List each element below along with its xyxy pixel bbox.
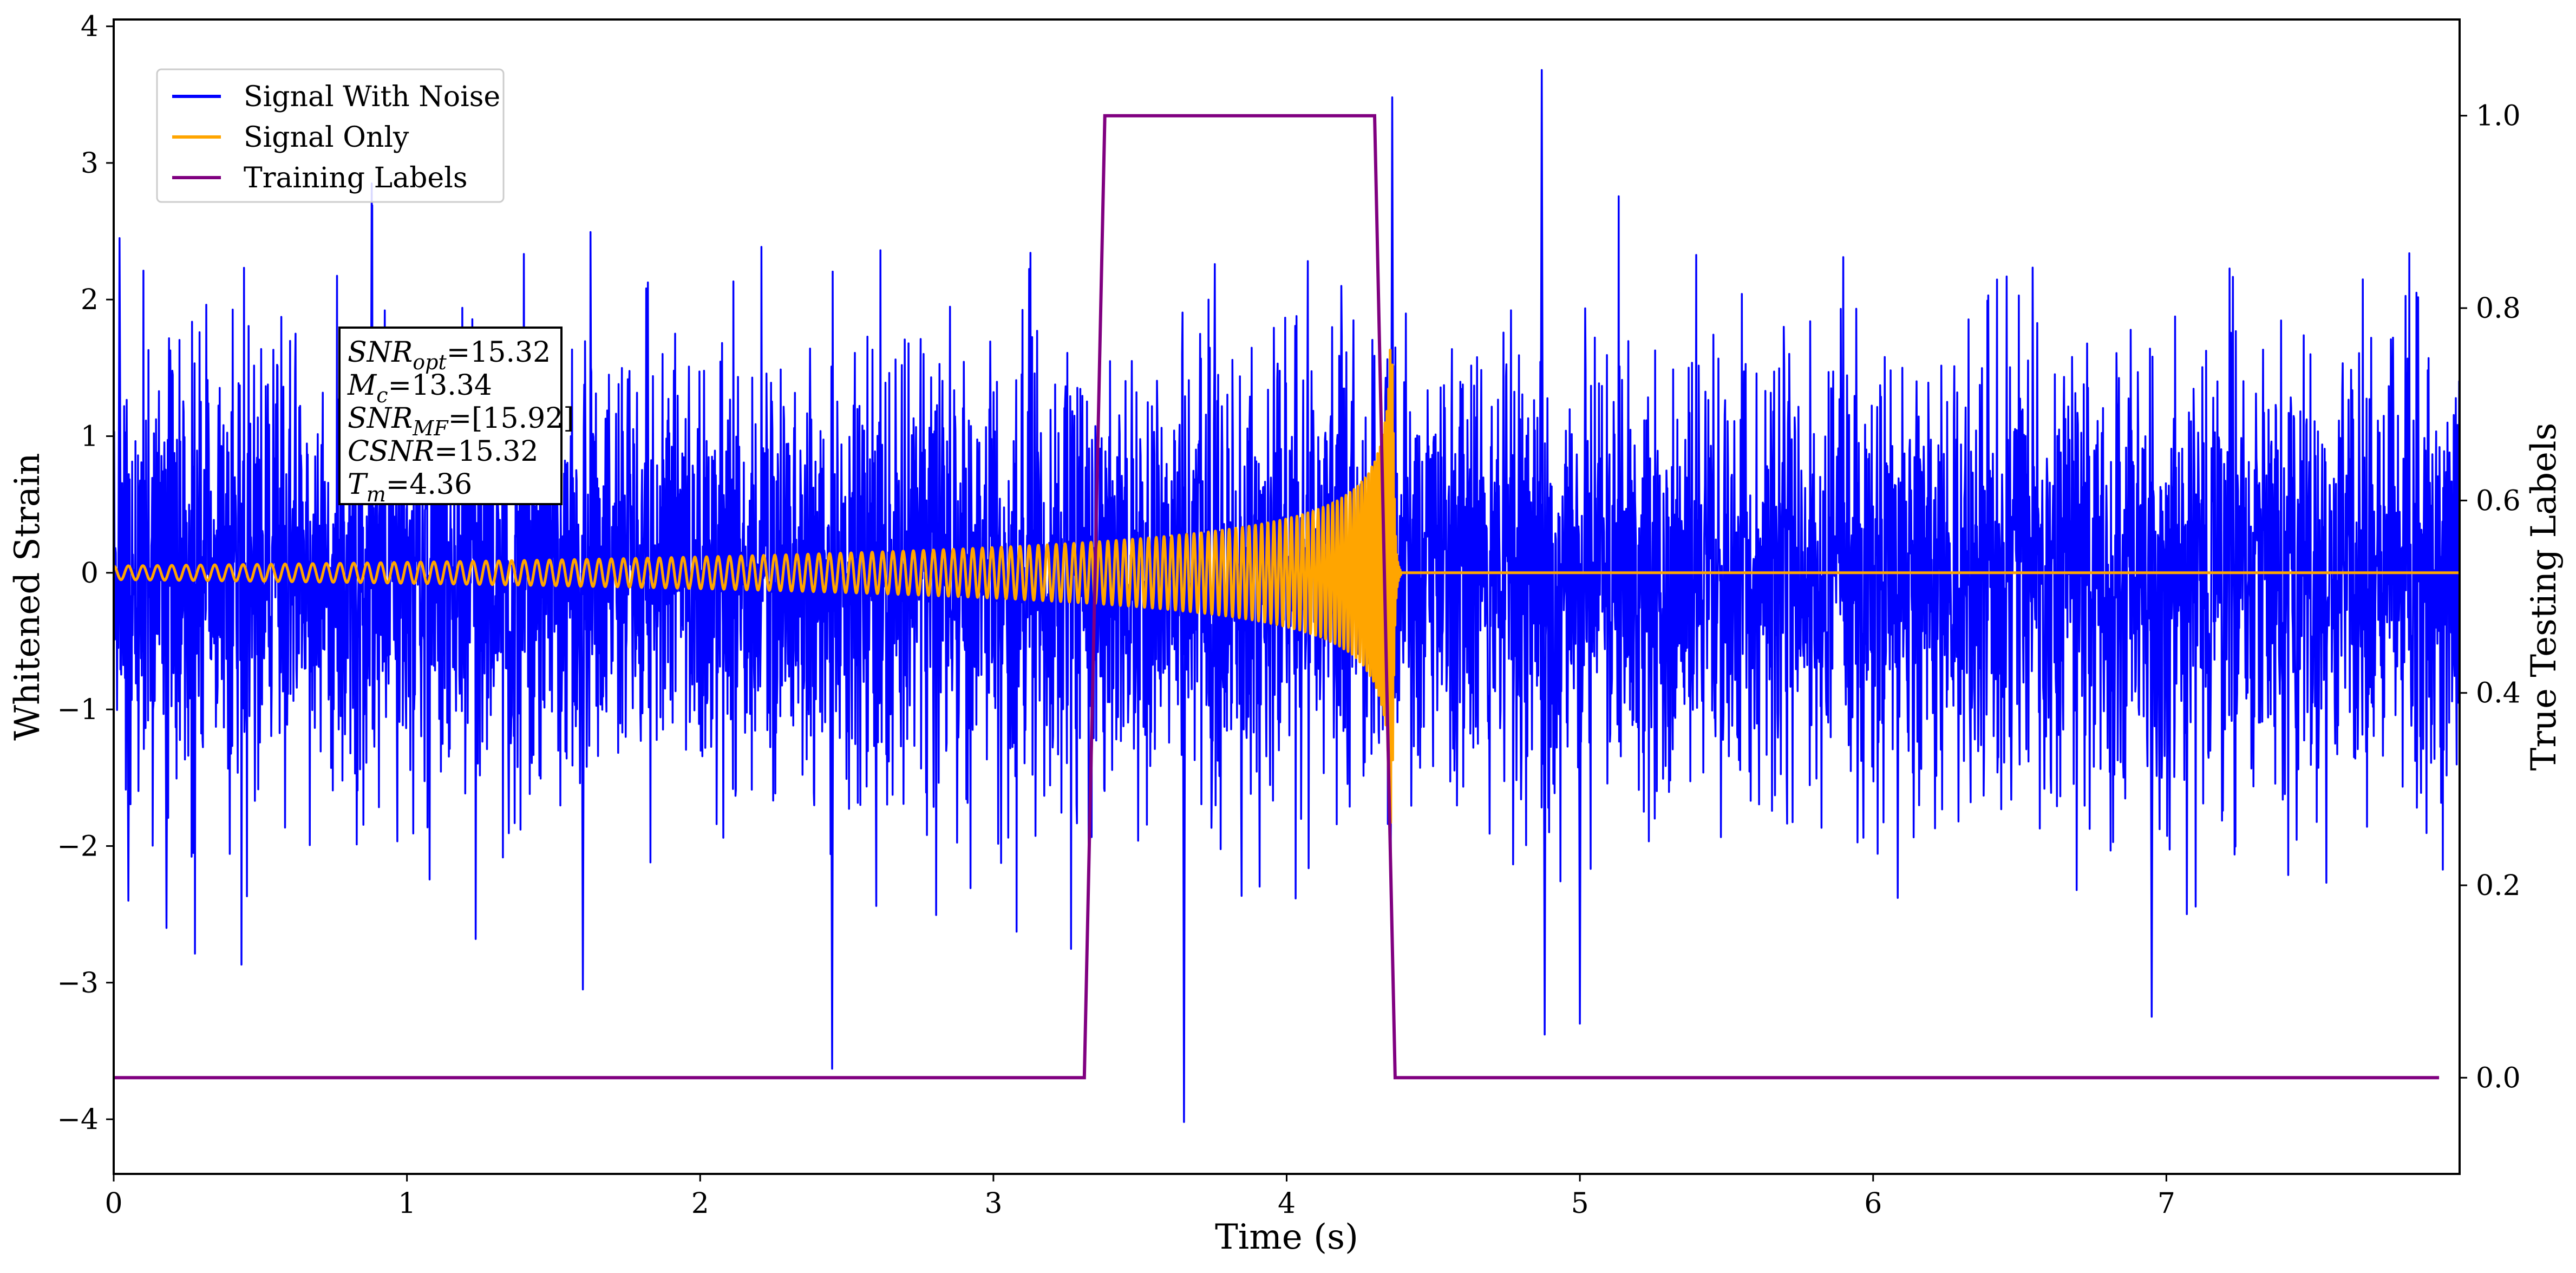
y-right-tick-label: 0.0: [2476, 1062, 2521, 1094]
y-right-tick-label: 0.2: [2476, 870, 2521, 902]
annotation-line: SNRMF=[15.92]: [348, 402, 574, 440]
y-left-tick-label: 1: [81, 421, 99, 453]
legend-label-training-labels: Training Labels: [244, 162, 468, 194]
y-right-tick-label: 0.4: [2476, 677, 2521, 710]
x-axis-title: Time (s): [1215, 1217, 1358, 1257]
series-layer: [114, 69, 2460, 1123]
series-training-labels: [114, 114, 2440, 1080]
y-axis-right-title: True Testing Labels: [2524, 423, 2564, 771]
y-axis-left: 4 3 2 1 0 −1 −2 −3 −4: [57, 11, 114, 1136]
annotation-line: SNRopt=15.32: [348, 336, 551, 374]
series-signal-with-noise: [114, 69, 2460, 1123]
parameter-annotation-box: SNRopt=15.32Mc=13.34SNRMF=[15.92]CSNR=15…: [338, 327, 574, 506]
y-left-tick-label: 0: [81, 557, 99, 590]
x-tick-label: 4: [1278, 1187, 1296, 1220]
legend-label-signal-with-noise: Signal With Noise: [244, 81, 500, 113]
x-tick-label: 0: [104, 1187, 122, 1220]
y-left-tick-label: 4: [81, 11, 99, 43]
y-axis-left-title: Whitened Strain: [8, 453, 48, 740]
y-left-tick-label: −2: [57, 830, 99, 863]
x-tick-label: 5: [1571, 1187, 1589, 1220]
y-axis-right: 1.0 0.8 0.6 0.4 0.2 0.0: [2460, 100, 2521, 1094]
y-left-tick-label: 2: [81, 284, 99, 316]
y-left-tick-label: −1: [57, 694, 99, 726]
annotation-line: CSNR=15.32: [348, 435, 539, 468]
y-left-tick-label: −4: [57, 1104, 99, 1136]
series-signal-only: [114, 348, 2460, 824]
x-tick-label: 7: [2157, 1187, 2175, 1220]
legend-box: [156, 68, 505, 203]
annotation-line: Tm=4.36: [348, 468, 472, 506]
x-tick-label: 1: [398, 1187, 416, 1220]
x-tick-label: 3: [984, 1187, 1002, 1220]
legend: Signal With Noise Signal Only Training L…: [156, 68, 505, 203]
y-left-tick-label: 3: [81, 147, 99, 180]
x-tick-label: 2: [691, 1187, 709, 1220]
legend-label-signal-only: Signal Only: [244, 121, 409, 154]
y-right-tick-label: 0.6: [2476, 485, 2521, 517]
y-left-tick-label: −3: [57, 967, 99, 1000]
x-axis: 0 1 2 3 4 5 6 7: [104, 1174, 2175, 1220]
annotation-frame: [338, 327, 563, 505]
annotation-line: Mc=13.34: [347, 369, 492, 407]
y-right-tick-label: 1.0: [2476, 100, 2521, 133]
y-right-tick-label: 0.8: [2476, 292, 2521, 325]
x-tick-label: 6: [1864, 1187, 1882, 1220]
